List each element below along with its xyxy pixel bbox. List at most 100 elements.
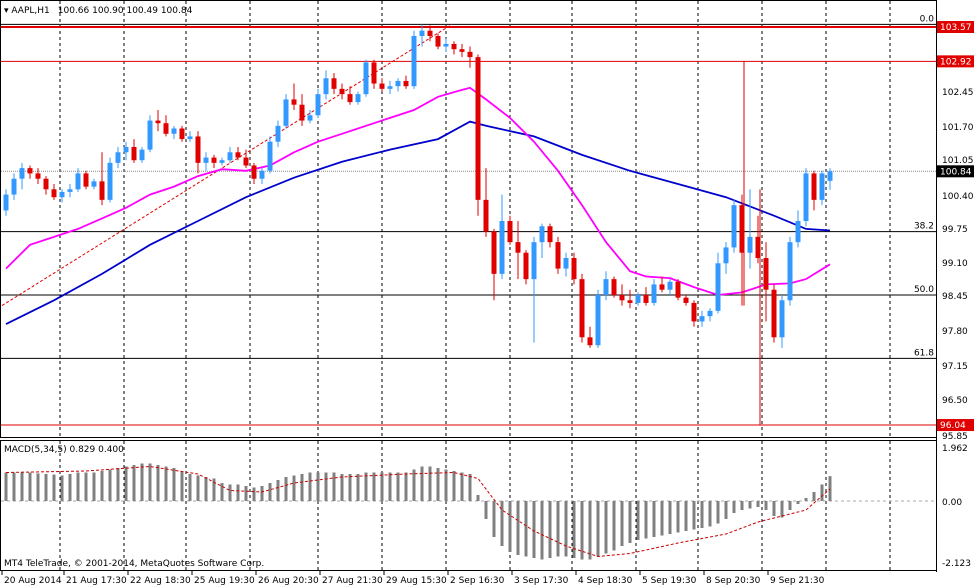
macd-bar [164,466,168,501]
price-axis: 102.45 101.70 101.05 100.40 99.75 99.10 98.45 9… [937,21,974,569]
macd-bar [156,465,160,501]
ma-fast-path [5,86,831,296]
price-axis-label: 100.40 [942,192,974,202]
candle-body [67,189,73,192]
candle-body [475,57,481,200]
candle-body [235,152,241,158]
candle-body [435,35,441,47]
macd-bar [596,501,600,557]
candle-body [411,35,417,87]
macd-bar [220,483,224,501]
candle-body [619,295,625,301]
candle-body [267,141,273,171]
time-axis-label: 27 Aug 21:30 [322,576,383,586]
macd-bar [804,498,808,501]
macd-bar [700,501,704,528]
macd-bar [556,501,560,557]
candle-body [147,120,153,150]
candle-body [19,168,25,179]
macd-bar [548,501,552,558]
macd-bar [588,501,592,560]
candle-body [459,49,465,52]
candle-body [259,170,265,179]
price-axis-label: 98.45 [942,292,968,302]
price-tag-top: 103.57 [940,23,972,33]
candle-body [107,162,113,200]
candle-body [507,220,513,243]
candle-body [155,120,161,124]
candle-body [339,88,345,95]
macd-bar [564,501,568,557]
ma-fast-line [5,86,831,296]
macd-bar [60,475,64,501]
macd-bar [636,501,640,540]
macd-bar [724,501,728,519]
candle-body [35,173,41,179]
macd-bar [524,501,528,557]
macd-bar [796,501,800,504]
macd-bar [628,501,632,543]
price-axis-label: 99.75 [942,225,968,235]
macd-bar [692,501,696,530]
candle-body [131,146,137,161]
macd-bar [68,474,72,501]
candle-body [491,231,497,274]
macd-bar [324,472,328,501]
macd-bar [404,472,408,501]
price-axis-label: 101.70 [942,123,974,133]
macd-bar [140,463,144,501]
candle-body [651,284,657,303]
macd-bar [772,501,776,516]
macd-bar [268,483,272,501]
time-axis-label: 22 Aug 18:30 [130,576,191,586]
macd-bar [308,472,312,501]
candle-body [531,242,537,280]
candle-body [675,281,681,298]
candle-body [443,43,449,47]
time-axis-label: 26 Aug 20:30 [258,576,319,586]
macd-bar [188,474,192,501]
candle-body [427,30,433,36]
candle-body [539,226,545,243]
candle-body [523,252,529,280]
candle-body [723,247,729,264]
candle-body [123,146,129,153]
price-tag-low-bg [937,419,974,432]
candle-body [515,242,521,253]
candle-body [355,94,361,103]
macd-bar [204,477,208,501]
price-axis-label: 96.50 [942,396,968,406]
macd-bar [36,473,40,501]
macd-bar [468,474,472,501]
macd-bar [132,465,136,501]
macd-axis-label: -2.123 [942,559,971,569]
candle-body [779,300,785,338]
macd-bar [300,474,304,501]
macd-bar [580,501,584,560]
fib-level-label: 50.0 [914,285,934,295]
macd-bar [676,501,680,533]
ma-slow-line [5,120,831,325]
time-axis-label: 29 Aug 15:30 [386,576,447,586]
candle-body [299,104,305,121]
price-axis-label: 101.05 [942,156,974,166]
macd-bar [500,501,504,546]
trendline [1,23,453,306]
macd-bar [332,472,336,501]
candle-body [827,171,833,181]
macd-bar [236,484,240,501]
macd-bar [116,468,120,501]
horizontal-level-lines: 0.0 38.2 50.0 61.8 [1,14,936,502]
time-axis-label: 5 Sep 19:30 [642,576,697,586]
macd-bar [788,501,792,510]
price-axis-label: 95.85 [942,432,968,442]
macd-bar [364,472,368,501]
candle-body [91,181,97,187]
candle-body [555,242,561,269]
candle-body [467,51,473,58]
candle-body [315,94,321,116]
candle-body [323,78,329,95]
macd-axis-label: 1.962 [942,444,968,454]
candle-body [603,279,609,296]
